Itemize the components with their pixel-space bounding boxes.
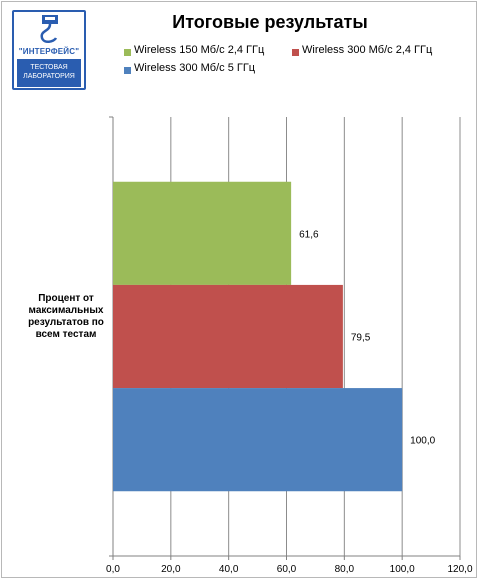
logo-icon bbox=[40, 15, 58, 43]
data-label-2: 100,0 bbox=[410, 436, 435, 447]
legend-label-1: Wireless 300 Мб/с 2,4 ГГц bbox=[302, 44, 433, 56]
logo-line2: ЛАБОРАТОРИЯ bbox=[23, 73, 75, 80]
logo-band: ТЕСТОВАЯ ЛАБОРАТОРИЯ bbox=[17, 59, 81, 87]
bar-1 bbox=[113, 284, 343, 389]
legend-swatch-2 bbox=[124, 67, 131, 74]
legend-label-2: Wireless 300 Мб/с 5 ГГц bbox=[134, 62, 256, 74]
logo-name: "ИНТЕРФЕЙС" bbox=[18, 47, 80, 56]
x-tick-label-0: 0,0 bbox=[106, 564, 120, 575]
logo: "ИНТЕРФЕЙС" ТЕСТОВАЯ ЛАБОРАТОРИЯ bbox=[12, 10, 86, 90]
x-tick-label-6: 120,0 bbox=[447, 564, 472, 575]
data-label-0: 61,6 bbox=[299, 229, 319, 240]
x-tick-label-4: 80,0 bbox=[335, 564, 355, 575]
chart-title: Итоговые результаты bbox=[172, 12, 368, 32]
x-tick-label-5: 100,0 bbox=[390, 564, 415, 575]
bar-0 bbox=[113, 181, 292, 285]
x-tick-label-3: 60,0 bbox=[277, 564, 297, 575]
legend-swatch-0 bbox=[124, 49, 131, 56]
legend-swatch-1 bbox=[292, 49, 299, 56]
data-label-1: 79,5 bbox=[351, 333, 371, 344]
x-tick-label-2: 40,0 bbox=[219, 564, 239, 575]
logo-line1: ТЕСТОВАЯ bbox=[30, 64, 68, 71]
category-label: Процент от максимальных результатов по в… bbox=[28, 293, 104, 340]
bar-2 bbox=[113, 388, 403, 492]
legend-label-0: Wireless 150 Мб/с 2,4 ГГц bbox=[134, 44, 265, 56]
x-tick-label-1: 20,0 bbox=[161, 564, 181, 575]
